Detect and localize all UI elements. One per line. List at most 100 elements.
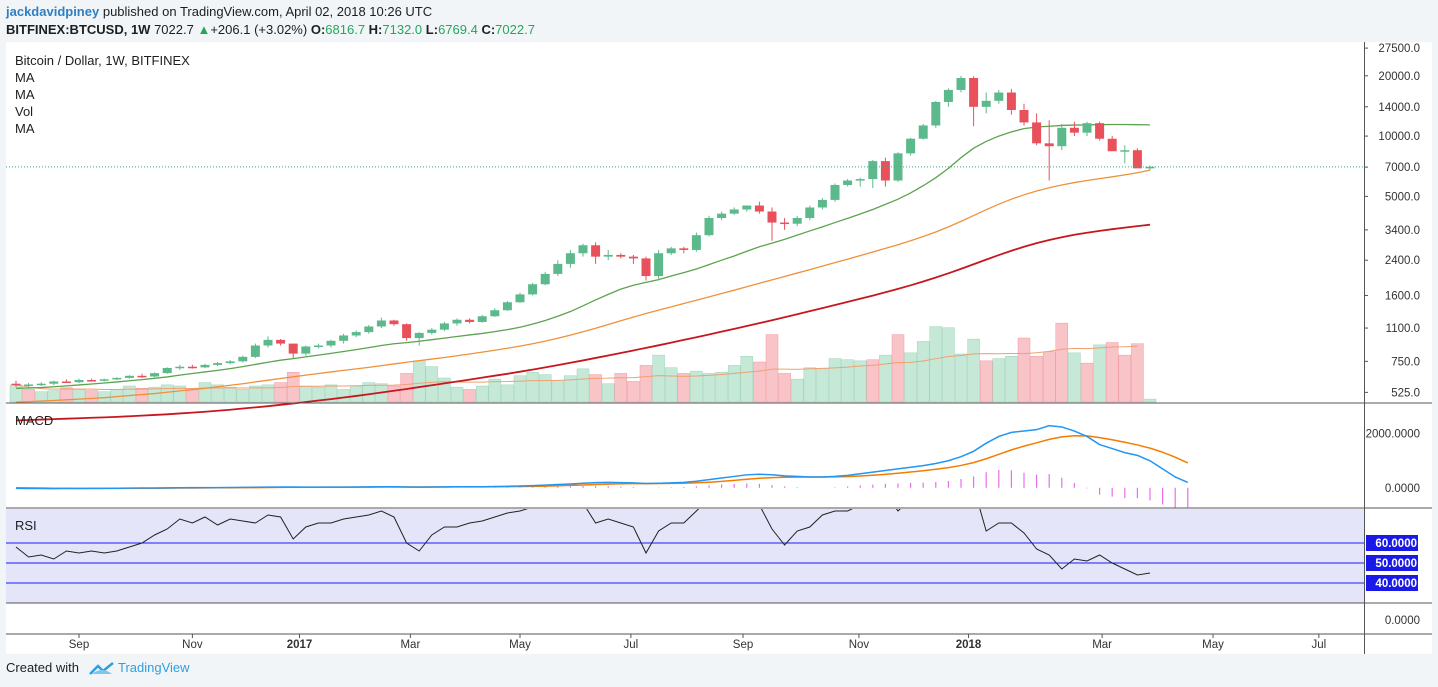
volume-bar xyxy=(803,367,817,403)
candle-body xyxy=(326,340,336,346)
volume-bar xyxy=(1080,362,1094,403)
candle-body xyxy=(477,316,487,322)
candle-body xyxy=(969,78,979,107)
volume-bar xyxy=(249,385,262,403)
price-tick-label: 20000.0 xyxy=(1378,71,1420,83)
volume-bar xyxy=(929,326,943,403)
time-tick-label: 2018 xyxy=(956,639,982,651)
candle-body xyxy=(36,383,46,386)
candle-body xyxy=(87,380,97,382)
chart-area[interactable]: 27500.0 20000.0 14000.0 10000.0 7000.0 5000.0… xyxy=(6,42,1432,654)
volume-bar xyxy=(1131,343,1144,403)
candle-body xyxy=(276,339,286,344)
candle-body xyxy=(364,326,374,333)
candle-body xyxy=(414,332,424,339)
candle-body xyxy=(931,101,941,126)
volume-bar xyxy=(9,384,23,403)
candle-body xyxy=(742,205,752,210)
time-tick-label: 2017 xyxy=(287,639,313,651)
candle-body xyxy=(805,207,815,218)
change-text: +206.1 (+3.02%) xyxy=(210,22,308,37)
volume-bar xyxy=(337,389,350,403)
ma-mid-line xyxy=(15,169,1151,403)
volume-bar xyxy=(816,368,829,403)
volume-bar xyxy=(223,386,237,403)
author-link[interactable]: jackdavidpiney xyxy=(6,4,100,19)
volume-bar xyxy=(34,391,48,403)
candle-body xyxy=(679,248,689,250)
candle-body xyxy=(124,375,134,378)
volume-bar xyxy=(652,354,665,403)
candle-body xyxy=(213,363,223,365)
rsi-tick-badge xyxy=(1366,535,1418,551)
volume-bar xyxy=(123,385,136,403)
price-tick-label: 1600.0 xyxy=(1385,290,1420,302)
candle-body xyxy=(376,320,386,327)
candle-body xyxy=(616,254,626,257)
price-tick-label: 3400.0 xyxy=(1385,225,1420,237)
candle-body xyxy=(200,364,210,368)
volume-bar xyxy=(475,385,489,403)
candle-body xyxy=(389,320,399,325)
macd-pane xyxy=(15,424,1189,508)
candle-body xyxy=(99,379,109,381)
rsi-tick-label: 50.0000 xyxy=(1375,558,1417,570)
volume-bar xyxy=(1017,337,1031,403)
price-tick-label: 14000.0 xyxy=(1378,102,1420,114)
rsi-tick-label: 40.0000 xyxy=(1375,578,1417,590)
volume-bar xyxy=(488,378,502,403)
candle-body xyxy=(780,222,790,225)
volume-bar xyxy=(1093,344,1106,403)
macd-tick-label: 2000.0000 xyxy=(1366,429,1420,441)
time-tick-label: Nov xyxy=(849,639,870,651)
volume-bar xyxy=(312,386,325,403)
volume-bar xyxy=(954,353,968,403)
header: jackdavidpiney published on TradingView.… xyxy=(0,0,1438,42)
candle-body xyxy=(1057,127,1067,147)
tradingview-brand[interactable]: TradingView xyxy=(118,660,190,675)
candle-body xyxy=(1132,150,1142,169)
price-tick-label: 7000.0 xyxy=(1385,162,1420,174)
rsi-tick-label: 60.0000 xyxy=(1375,538,1417,550)
candle-body xyxy=(515,294,525,303)
publish-line: jackdavidpiney published on TradingView.… xyxy=(6,4,432,19)
candle-body xyxy=(1082,123,1092,133)
legend-vol: Vol xyxy=(15,104,33,119)
volume-bar xyxy=(778,373,791,403)
low-value: 6769.4 xyxy=(438,22,478,37)
volume-bar xyxy=(160,384,174,403)
time-tick-label: Jul xyxy=(624,639,639,651)
legend-ma-3: MA xyxy=(15,121,35,136)
candle-body xyxy=(666,248,676,254)
candle-body xyxy=(439,323,449,330)
volume-bar xyxy=(513,375,527,403)
price-tick-label: 1100.0 xyxy=(1386,323,1420,335)
volume-bar xyxy=(853,360,867,403)
candle-body xyxy=(628,256,638,259)
price-tick-label: 525.0 xyxy=(1391,387,1420,399)
high-label: H: xyxy=(368,22,383,37)
published-text: published on TradingView.com, April 02, … xyxy=(102,4,433,19)
low-label: L: xyxy=(425,22,439,37)
candle-body xyxy=(490,310,500,317)
volume-bar xyxy=(753,361,766,403)
volume-bar xyxy=(450,386,464,403)
volume-bar xyxy=(664,367,678,403)
volume-bar xyxy=(463,389,476,403)
candle-body xyxy=(528,284,538,295)
open-value: 6816.7 xyxy=(325,22,366,37)
rsi-tick-badge xyxy=(1366,555,1418,571)
volume-bar xyxy=(1055,322,1069,403)
macd-line xyxy=(15,424,1189,490)
candle-body xyxy=(1044,143,1054,147)
volume-bar xyxy=(261,384,275,403)
price-tick-label: 5000.0 xyxy=(1385,191,1420,203)
candle-body xyxy=(112,377,122,380)
candle-body xyxy=(855,179,865,181)
volume-bar xyxy=(362,382,376,403)
candle-body xyxy=(565,253,575,264)
volume-bar xyxy=(841,359,854,403)
volume-bar xyxy=(904,352,917,403)
volume-bar xyxy=(942,327,955,403)
volume-bar xyxy=(690,370,703,403)
